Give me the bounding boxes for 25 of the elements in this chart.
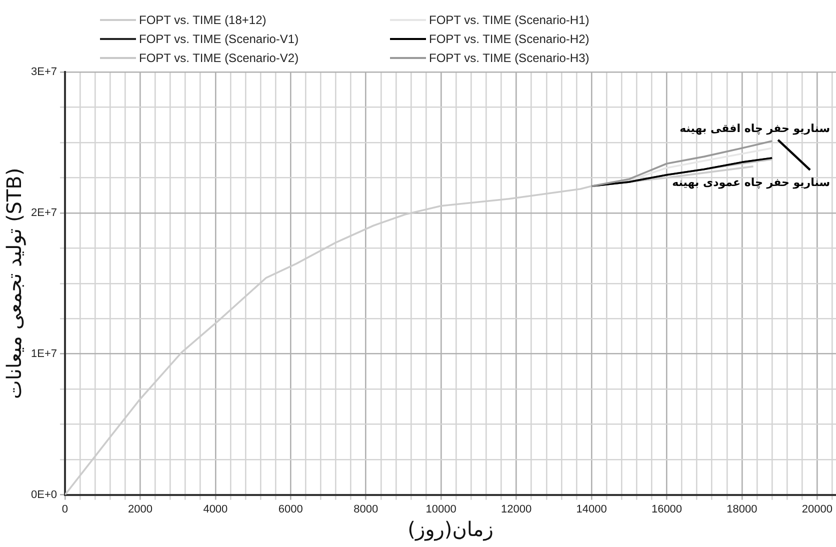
annotation: سناریو حفر چاه عمودی بهینه xyxy=(672,176,830,189)
x-tick-label: 14000 xyxy=(576,503,607,516)
legend-label: FOPT vs. TIME (Scenario-H3) xyxy=(429,50,590,64)
x-tick-label: 16000 xyxy=(651,503,682,516)
x-tick-label: 12000 xyxy=(501,503,532,516)
x-tick-label: 6000 xyxy=(278,503,303,516)
legend-label: FOPT vs. TIME (Scenario-H2) xyxy=(429,32,590,46)
x-tick-label: 18000 xyxy=(726,503,758,516)
x-axis-title: زمان(روز) xyxy=(408,517,494,542)
y-tick-label: 0E+0 xyxy=(30,488,57,501)
legend-label: FOPT vs. TIME (Scenario-V2) xyxy=(139,50,299,64)
x-tick-label: 20000 xyxy=(802,503,832,516)
legend-label: FOPT vs. TIME (18+12) xyxy=(139,12,266,26)
legend-label: FOPT vs. TIME (Scenario-H1) xyxy=(429,12,590,26)
y-tick-label: 3E+7 xyxy=(30,66,57,78)
legend-label: FOPT vs. TIME (Scenario-V1) xyxy=(139,32,299,46)
x-tick-label: 0 xyxy=(62,503,68,516)
x-tick-label: 4000 xyxy=(203,503,228,516)
y-tick-label: 2E+7 xyxy=(30,206,57,219)
annotation: سناریو حفر چاه افقی بهینه xyxy=(680,122,830,135)
x-tick-label: 10000 xyxy=(426,503,456,516)
y-axis-title: تولید تجمعی میعانات (STB) xyxy=(2,168,26,399)
x-tick-label: 8000 xyxy=(354,503,378,516)
y-tick-label: 1E+7 xyxy=(30,348,57,360)
x-tick-label: 2000 xyxy=(128,503,152,516)
